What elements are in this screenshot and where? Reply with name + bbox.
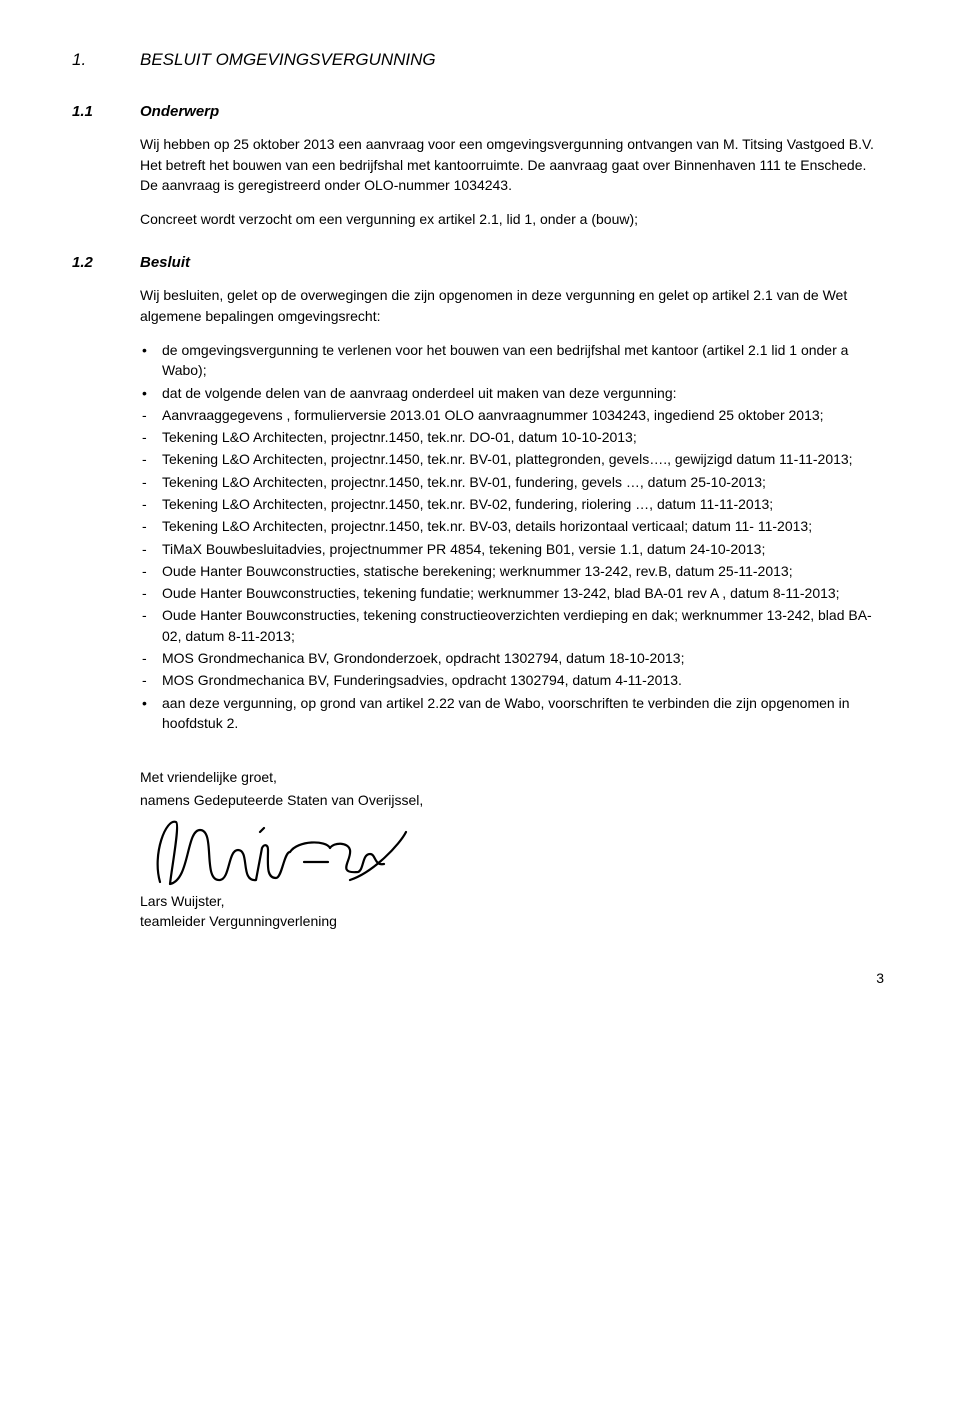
heading-1-1-number: 1.1 bbox=[72, 101, 140, 123]
signature-block: Met vriendelijke groet, namens Gedeputee… bbox=[140, 767, 888, 931]
list-item: aan deze vergunning, op grond van artike… bbox=[140, 693, 888, 734]
list-item: Tekening L&O Architecten, projectnr.1450… bbox=[140, 516, 888, 536]
heading-1-2-number: 1.2 bbox=[72, 252, 140, 274]
heading-1-2-title: Besluit bbox=[140, 252, 190, 274]
heading-1-1: 1.1 Onderwerp bbox=[72, 101, 888, 123]
list-item: Oude Hanter Bouwconstructies, tekening f… bbox=[140, 583, 888, 603]
page-number: 3 bbox=[72, 968, 888, 988]
list-item: Aanvraaggegevens , formulierversie 2013.… bbox=[140, 405, 888, 425]
list-item: Tekening L&O Architecten, projectnr.1450… bbox=[140, 494, 888, 514]
bullet-list: de omgevingsvergunning te verlenen voor … bbox=[140, 340, 888, 403]
list-item: Tekening L&O Architecten, projectnr.1450… bbox=[140, 472, 888, 492]
closing-greeting: Met vriendelijke groet, bbox=[140, 767, 888, 787]
heading-1-number: 1. bbox=[72, 48, 140, 73]
list-item: Tekening L&O Architecten, projectnr.1450… bbox=[140, 427, 888, 447]
paragraph: Wij besluiten, gelet op de overwegingen … bbox=[140, 285, 888, 326]
paragraph: Concreet wordt verzocht om een vergunnin… bbox=[140, 209, 888, 229]
signature-icon bbox=[130, 804, 410, 894]
heading-1-title: BESLUIT OMGEVINGSVERGUNNING bbox=[140, 48, 436, 73]
list-item: MOS Grondmechanica BV, Funderingsadvies,… bbox=[140, 670, 888, 690]
list-item: dat de volgende delen van de aanvraag on… bbox=[140, 383, 888, 403]
signer-name: Lars Wuijster, bbox=[140, 891, 888, 911]
paragraph: Wij hebben op 25 oktober 2013 een aanvra… bbox=[140, 134, 888, 195]
heading-1-2: 1.2 Besluit bbox=[72, 252, 888, 274]
heading-1: 1. BESLUIT OMGEVINGSVERGUNNING bbox=[72, 48, 888, 73]
list-item: Oude Hanter Bouwconstructies, tekening c… bbox=[140, 605, 888, 646]
list-item: de omgevingsvergunning te verlenen voor … bbox=[140, 340, 888, 381]
section-1-1-body: Wij hebben op 25 oktober 2013 een aanvra… bbox=[140, 134, 888, 229]
list-item: MOS Grondmechanica BV, Grondonderzoek, o… bbox=[140, 648, 888, 668]
list-item: Tekening L&O Architecten, projectnr.1450… bbox=[140, 449, 888, 469]
bullet-list: aan deze vergunning, op grond van artike… bbox=[140, 693, 888, 734]
section-1-2-body: Wij besluiten, gelet op de overwegingen … bbox=[140, 285, 888, 733]
heading-1-1-title: Onderwerp bbox=[140, 101, 219, 123]
list-item: TiMaX Bouwbesluitadvies, projectnummer P… bbox=[140, 539, 888, 559]
signer-role: teamleider Vergunningverlening bbox=[140, 911, 888, 931]
dash-list: Aanvraaggegevens , formulierversie 2013.… bbox=[140, 405, 888, 691]
list-item: Oude Hanter Bouwconstructies, statische … bbox=[140, 561, 888, 581]
